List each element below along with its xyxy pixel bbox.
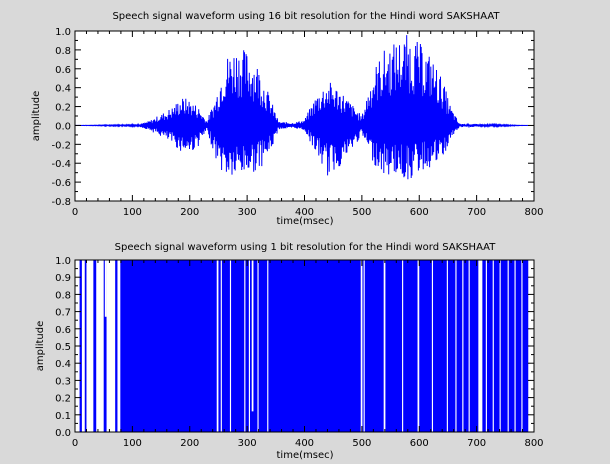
waveform-1bit-gap	[478, 260, 483, 432]
waveform-1bit-gap	[267, 260, 269, 432]
ytick-label: 0.4	[55, 84, 71, 95]
xtick-label: 300	[238, 207, 257, 218]
xtick-label: 400	[295, 207, 314, 218]
ytick-label: 0.0	[55, 428, 71, 439]
plot-1bit-title: Speech signal waveform using 1 bit resol…	[115, 242, 497, 253]
plot-16bit-ylabel: amplitude	[31, 91, 42, 142]
waveform-1bit-gap	[104, 260, 107, 317]
waveform-16bit-series	[75, 35, 529, 180]
waveform-1bit-gap	[514, 260, 516, 432]
waveform-1bit-gap	[521, 260, 523, 432]
waveform-1bit-gap	[455, 260, 457, 432]
plot-1bit: Speech signal waveform using 1 bit resol…	[35, 242, 544, 461]
xtick-label: 700	[467, 438, 486, 449]
ytick-label: 0.8	[55, 46, 71, 57]
waveform-1bit-gap	[251, 260, 254, 412]
xtick-label: 500	[352, 207, 371, 218]
ytick-label: 0.6	[55, 65, 71, 76]
plot-16bit-area	[75, 31, 534, 201]
plot-1bit-yticks: 0.0 0.1 0.2 0.3 0.4 0.5 0.6 0.7 0.8 0.9 1.0	[55, 256, 534, 439]
ytick-label: 1.0	[55, 27, 71, 38]
waveform-1bit-gap	[383, 260, 386, 432]
xtick-label: 100	[123, 438, 142, 449]
waveform-1bit-gap	[363, 260, 365, 432]
waveform-1bit-gap	[417, 260, 420, 432]
ytick-label: 0.2	[55, 394, 71, 405]
ytick-label: 0.2	[55, 103, 71, 114]
waveform-1bit-gap	[402, 260, 404, 432]
xtick-label: 100	[123, 207, 142, 218]
plot-1bit-marks	[75, 260, 529, 433]
ytick-label: 0.7	[55, 308, 71, 319]
plot-16bit-xticks: 0 100 200 300 400 500 600 700 800	[72, 31, 544, 218]
xtick-label: 200	[180, 207, 199, 218]
xtick-label: 200	[180, 438, 199, 449]
xtick-label: 800	[524, 207, 543, 218]
waveform-1bit-gap	[431, 260, 434, 432]
waveform-1bit-gap	[499, 260, 501, 432]
waveform-1bit-gap	[96, 260, 104, 432]
xtick-label: 700	[467, 207, 486, 218]
waveform-1bit-gap	[248, 260, 250, 432]
plot-16bit-title: Speech signal waveform using 16 bit reso…	[112, 11, 500, 22]
waveform-1bit-gap	[507, 260, 509, 432]
waveform-1bit-gap	[244, 260, 246, 432]
xtick-label: 400	[295, 438, 314, 449]
waveform-1bit-gap	[485, 260, 487, 432]
waveform-1bit-gap	[360, 260, 363, 432]
waveform-1bit-gap	[462, 260, 464, 432]
ytick-label: 1.0	[55, 256, 71, 267]
ytick-label: -0.8	[51, 197, 71, 208]
ytick-label: 0.9	[55, 273, 71, 284]
waveform-1bit-gap	[86, 260, 94, 432]
ytick-label: 0.4	[55, 359, 71, 370]
xtick-label: 0	[72, 438, 78, 449]
waveform-1bit-gap	[117, 260, 121, 432]
waveform-1bit-gap	[257, 260, 259, 432]
xtick-label: 0	[72, 207, 78, 218]
ytick-label: 0.5	[55, 342, 71, 353]
ytick-label: -0.2	[51, 140, 71, 151]
xtick-label: 500	[352, 438, 371, 449]
xtick-label: 800	[524, 438, 543, 449]
waveform-1bit-gap	[220, 260, 222, 432]
ytick-label: 0.1	[55, 411, 71, 422]
waveform-1bit-gap	[229, 260, 232, 432]
ytick-label: -0.4	[51, 159, 71, 170]
xtick-label: 300	[238, 438, 257, 449]
ytick-label: 0.3	[55, 376, 71, 387]
xtick-label: 600	[410, 438, 429, 449]
plot-1bit-xticks: 0 100 200 300 400 500 600 700 800	[72, 260, 544, 449]
waveform-1bit-gap	[216, 260, 219, 432]
plot-1bit-ylabel: amplitude	[35, 321, 46, 372]
waveform-1bit-gap	[468, 260, 470, 432]
plot-16bit: Speech signal waveform using 16 bit reso…	[31, 11, 544, 227]
plot-16bit-yticks: -0.8 -0.6 -0.4 -0.2 0.0 0.2 0.4 0.6 0.8 1.0	[51, 27, 534, 208]
ytick-label: 0.0	[55, 121, 71, 132]
waveform-1bit-gap	[81, 260, 85, 432]
waveform-1bit-gap	[492, 260, 494, 432]
waveform-1bit-band	[79, 260, 529, 432]
waveform-1bit-gap	[446, 260, 448, 432]
waveform-1bit-gap	[106, 260, 116, 432]
ytick-label: 0.6	[55, 325, 71, 336]
plot-1bit-xlabel: time(msec)	[277, 450, 334, 460]
ytick-label: -0.6	[51, 178, 71, 189]
plot-16bit-marks	[75, 35, 529, 180]
xtick-label: 600	[410, 207, 429, 218]
ytick-label: 0.8	[55, 290, 71, 301]
plot-16bit-xlabel: time(msec)	[277, 216, 334, 227]
